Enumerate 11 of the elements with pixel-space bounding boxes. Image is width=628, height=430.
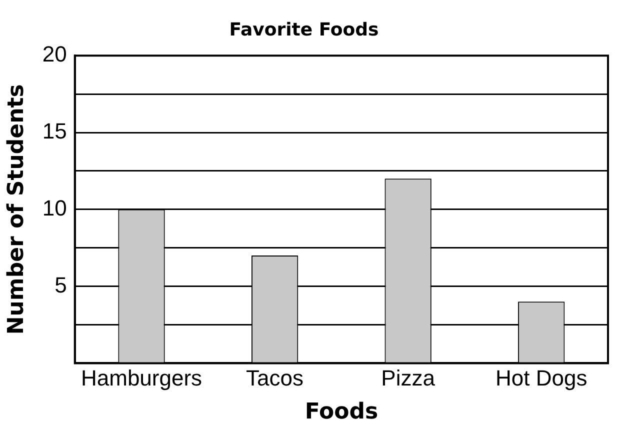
x-tick-label: Hamburgers: [80, 365, 202, 390]
y-tick-label: 20: [42, 42, 67, 67]
x-tick-label: Pizza: [381, 365, 436, 390]
x-axis-title: Foods: [304, 400, 378, 425]
y-tick-label: 5: [54, 272, 67, 298]
y-tick-label: 15: [42, 118, 67, 144]
chart-title: Favorite Foods: [229, 19, 379, 40]
x-tick-label: Tacos: [246, 365, 304, 390]
x-tick-label: Hot Dogs: [496, 365, 588, 390]
y-tick-label: 10: [42, 195, 67, 220]
y-axis-title: Number of Students: [4, 84, 29, 335]
